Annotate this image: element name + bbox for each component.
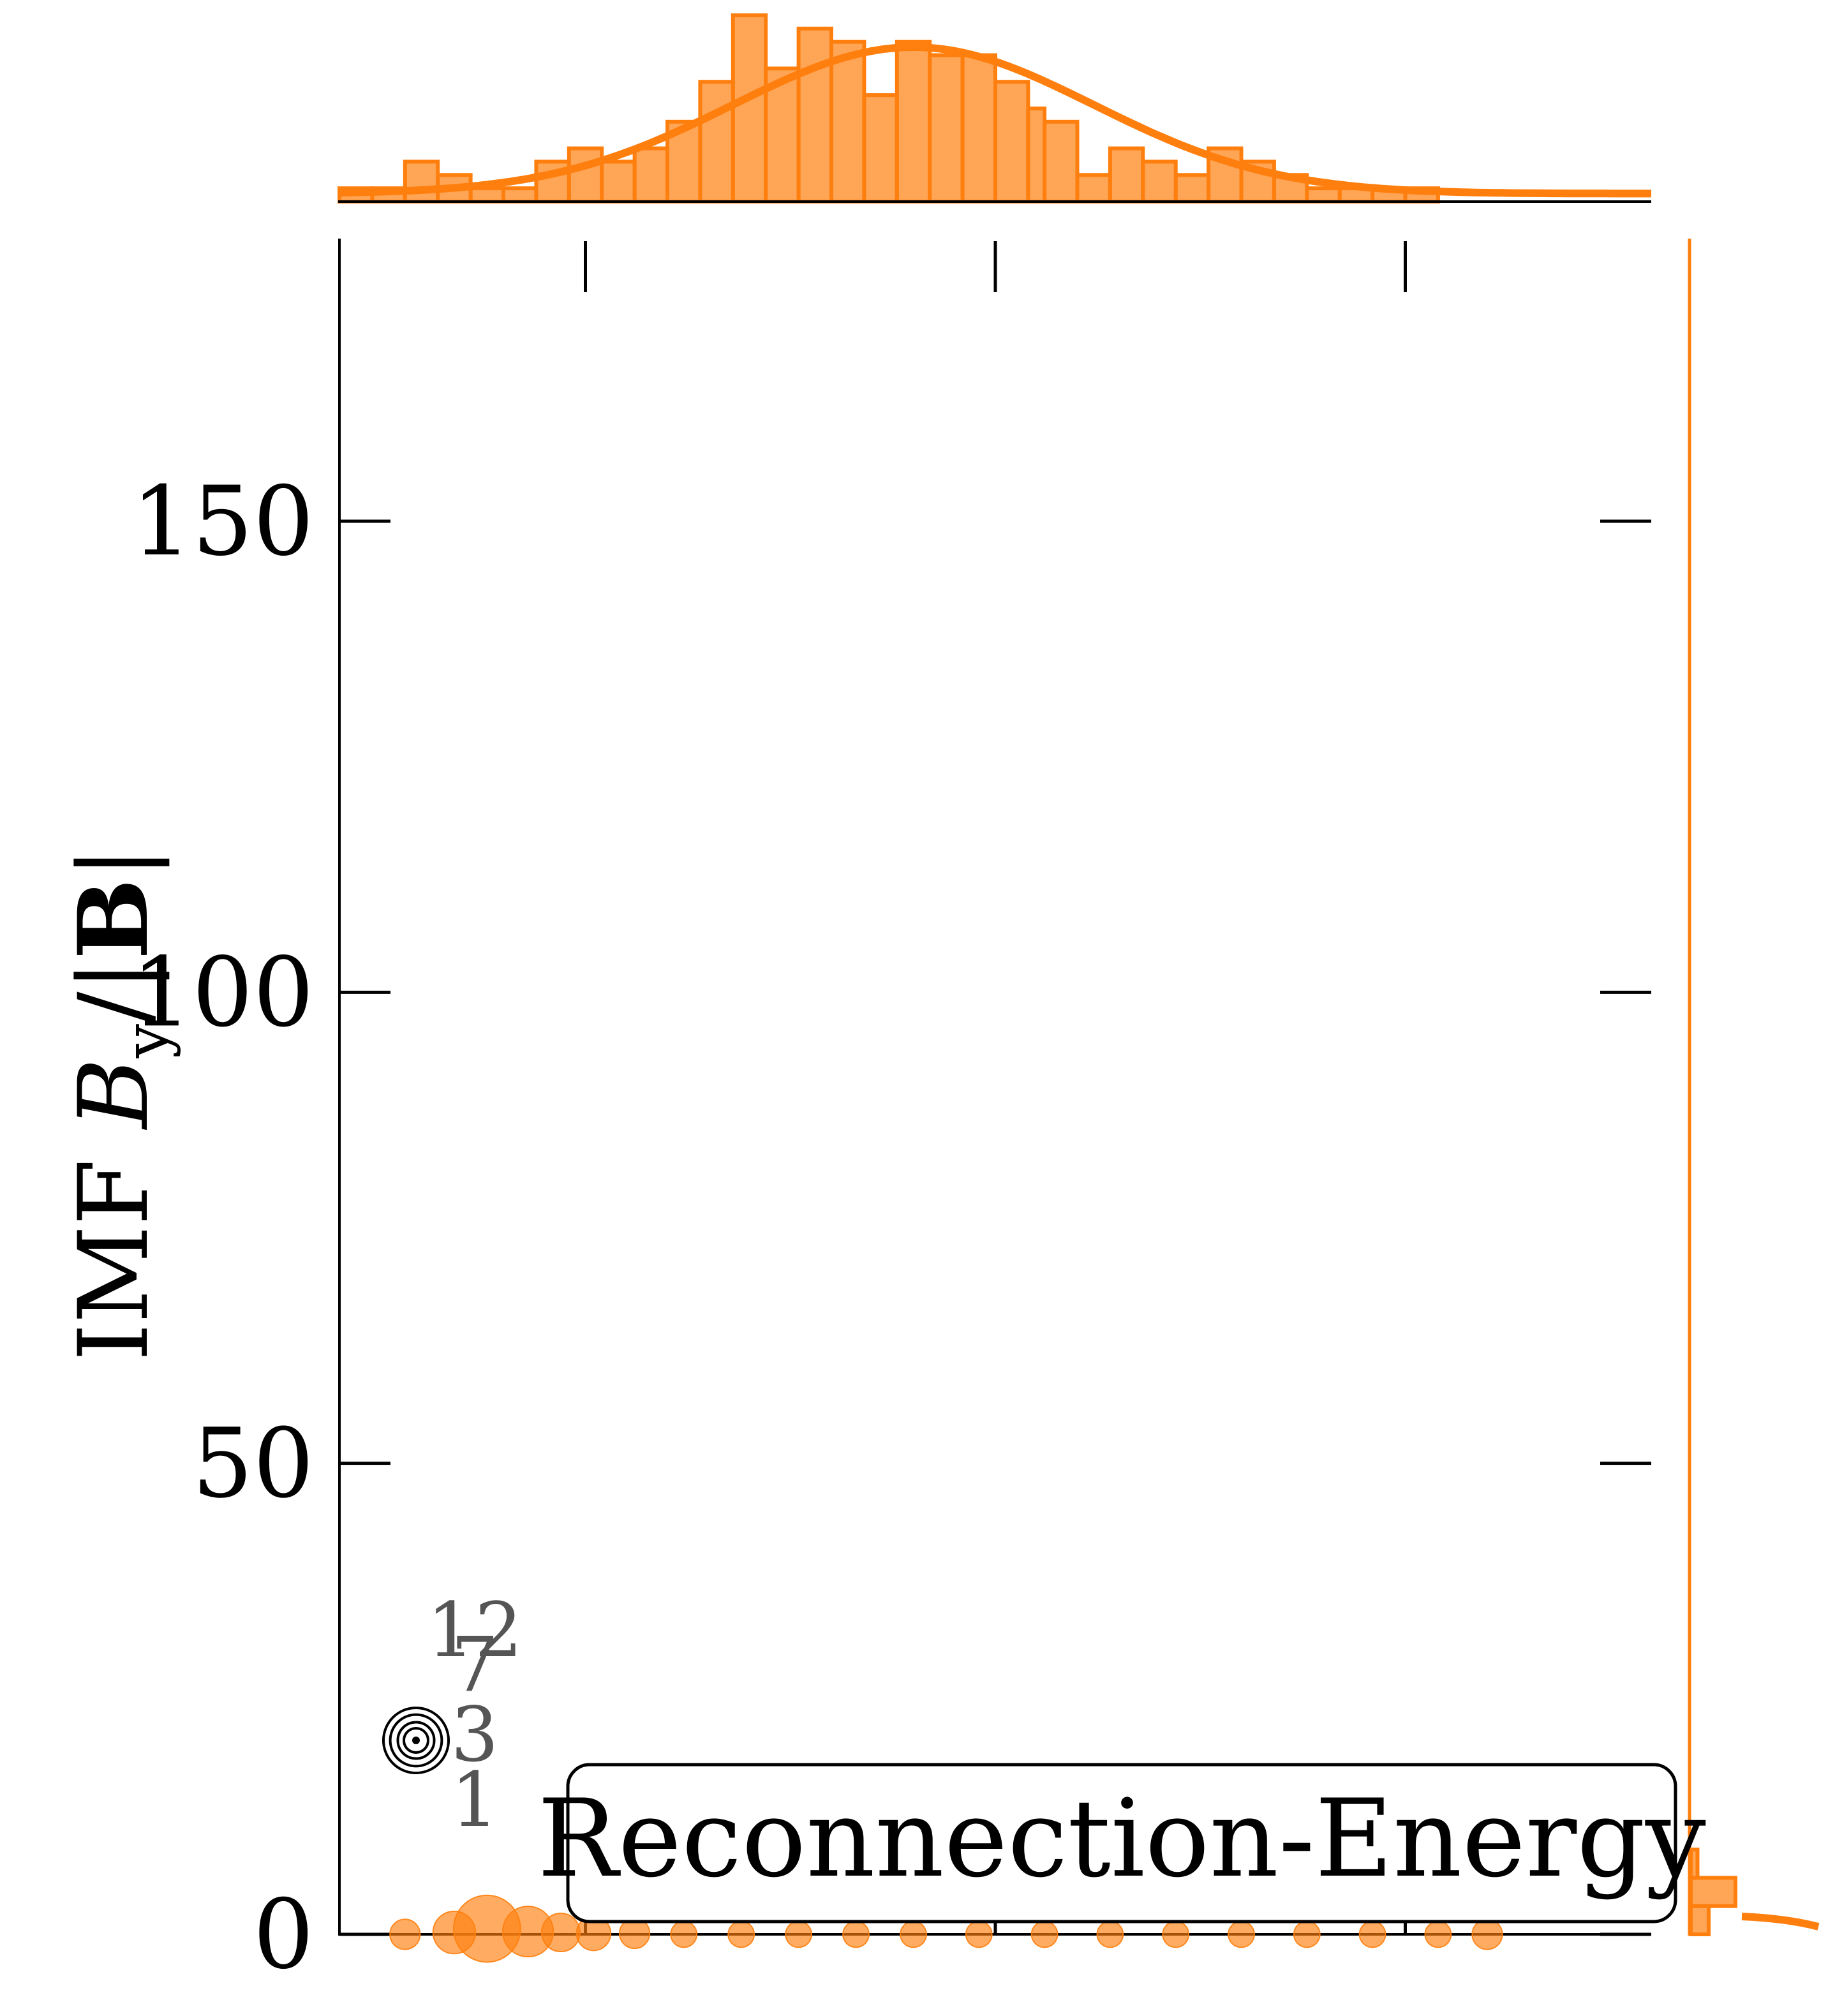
size-legend-circle xyxy=(382,1706,450,1775)
y-tick-label: 100 xyxy=(131,937,314,1048)
scatter-point xyxy=(842,1920,870,1948)
top-hist-bar xyxy=(1026,106,1047,204)
right-hist-bar xyxy=(1689,1876,1737,1908)
size-legend-label: 7 xyxy=(450,1620,498,1708)
main-axes xyxy=(338,239,1651,1936)
top-hist-bar xyxy=(632,146,669,204)
legend-frame xyxy=(566,1763,1677,1923)
top-hist-bar xyxy=(468,186,505,204)
top-hist-bar xyxy=(1075,173,1112,204)
x-ticks xyxy=(584,241,1407,1934)
scatter-points xyxy=(389,1894,1503,1963)
y-tick-label: 150 xyxy=(131,466,314,577)
right-hist-bar xyxy=(1689,1848,1700,1880)
y-tick-label: 50 xyxy=(192,1409,314,1520)
scatter-point xyxy=(785,1920,812,1948)
y-axis-label-suffix: | xyxy=(59,847,170,879)
top-hist-bar xyxy=(829,40,866,204)
top-hist-bar xyxy=(600,159,637,204)
size-legend-center xyxy=(412,1737,420,1744)
top-hist-bar xyxy=(731,13,768,204)
scatter-point xyxy=(1162,1920,1190,1948)
top-hist-bar xyxy=(1173,173,1211,204)
top-hist-bar xyxy=(698,80,735,204)
scatter-point xyxy=(1030,1920,1059,1948)
top-hist-bar xyxy=(993,80,1030,204)
right-marginal-histogram xyxy=(1689,1848,1820,1936)
y-tick-label: 0 xyxy=(253,1879,314,1990)
scatter-point xyxy=(670,1920,698,1948)
top-hist-bar xyxy=(764,66,801,204)
scatter-point xyxy=(727,1920,755,1948)
size-legend-circle xyxy=(396,1721,436,1760)
top-hist-bar xyxy=(501,186,539,204)
top-hist-bar xyxy=(895,40,932,204)
y-axis-label-var: B xyxy=(59,1058,170,1130)
scatter-point xyxy=(389,1918,421,1950)
y-axis-label-sub: y xyxy=(112,1024,182,1059)
scatter-point xyxy=(1424,1920,1452,1948)
scatter-point xyxy=(1471,1918,1503,1950)
scatter-point xyxy=(900,1920,927,1948)
top-hist-bar xyxy=(1043,119,1080,204)
scatter-point xyxy=(540,1913,581,1953)
y-ticks: 0 50 100 150 xyxy=(131,466,1651,1990)
top-hist-bar xyxy=(567,146,604,204)
legend-label: Reconnection-Energy xyxy=(537,1776,1706,1901)
scatter-point xyxy=(1358,1920,1386,1948)
y-axis-label-bold: B xyxy=(57,878,170,960)
top-hist-bar xyxy=(796,26,833,204)
top-hist-bar xyxy=(1141,159,1178,204)
size-legend-label: 3 xyxy=(450,1691,498,1779)
scatter-point xyxy=(965,1920,993,1948)
right-hist-bar xyxy=(1689,1904,1711,1936)
size-legend-circle xyxy=(389,1713,443,1768)
y-axis-label-slash: /| xyxy=(59,960,170,1024)
top-hist-bar xyxy=(928,53,965,204)
y-axis-label-prefix: IMF xyxy=(59,1129,170,1361)
top-hist-bar xyxy=(403,159,440,204)
top-hist-bar xyxy=(1108,146,1145,204)
right-marginal-kde-curve xyxy=(1741,1913,1820,1931)
top-marginal-kde-curve xyxy=(339,43,1651,198)
top-hist-bar xyxy=(1305,186,1342,204)
y-axis-label: IMF By/|B| xyxy=(57,847,182,1361)
size-legend-circle xyxy=(403,1727,429,1754)
size-legend-label: 1 xyxy=(450,1756,498,1844)
scatter-point xyxy=(1293,1920,1321,1948)
scatter-point xyxy=(1096,1920,1124,1948)
top-hist-bar xyxy=(960,53,997,204)
top-hist-bar xyxy=(862,93,899,204)
size-legend-label: 12 xyxy=(427,1586,523,1674)
legend: Reconnection-Energy xyxy=(537,1763,1706,1923)
scatter-point xyxy=(1228,1920,1255,1948)
